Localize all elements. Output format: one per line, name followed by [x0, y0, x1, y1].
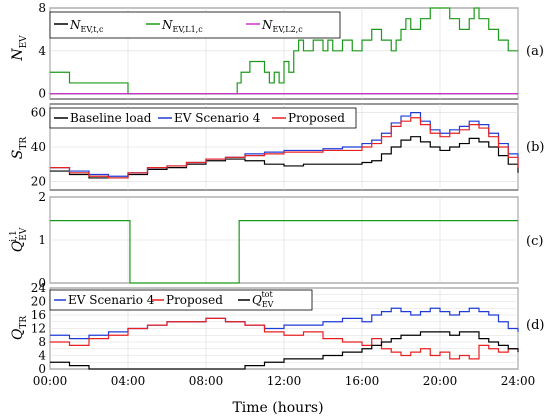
y-tick-label: 24: [31, 281, 47, 295]
series-line-proposed: [50, 317, 518, 360]
y-tick-label: 0: [38, 362, 46, 376]
panel-label-a: (a): [526, 44, 544, 59]
x-tick-label: 16:00: [345, 374, 380, 388]
y-tick-label: 2: [38, 190, 46, 204]
svg-text:NEV,t,c: NEV,t,c: [69, 18, 104, 34]
svg-text:Proposed: Proposed: [288, 111, 345, 125]
svg-text:QEVtot: QEVtot: [252, 290, 274, 309]
series-line-proposed: [50, 117, 519, 179]
y-tick-label: 4: [38, 44, 46, 58]
x-tick-label: 00:00: [33, 374, 68, 388]
ylabel-d: QTR: [10, 316, 29, 340]
ylabel-c: QEVi,1: [9, 227, 29, 252]
legend-a: NEV,t,c NEV,L1,c NEV,L2,c: [49, 11, 341, 39]
legend-b: Baseline load EV Scenario 4 Proposed: [49, 107, 357, 129]
svg-text:STR: STR: [10, 137, 29, 160]
series-line-q-ev-tot: [50, 331, 519, 370]
x-tick-label: 04:00: [111, 374, 146, 388]
legend-d: EV Scenario 4 Proposed QEVtot: [49, 289, 313, 311]
x-tick-label: 12:00: [267, 374, 302, 388]
y-tick-label: 0: [38, 276, 46, 290]
svg-text:Baseline load: Baseline load: [70, 111, 152, 125]
series-line-n-ev-l1-c: [50, 7, 518, 95]
svg-text:Proposed: Proposed: [166, 293, 223, 307]
x-tick-label: 20:00: [423, 374, 458, 388]
x-tick-label: 08:00: [189, 374, 224, 388]
svg-text:NEV: NEV: [10, 35, 29, 62]
svg-text:NEV,L1,c: NEV,L1,c: [161, 18, 203, 34]
series-line-q-ev: [50, 220, 518, 284]
ylabel-a: NEV: [10, 35, 29, 62]
y-tick-label: 16: [31, 308, 46, 322]
y-tick-label: 0: [38, 87, 46, 101]
y-tick-label: 60: [31, 106, 46, 120]
y-tick-label: 8: [38, 335, 46, 349]
panel-c: 0 1 2: [38, 190, 519, 290]
y-tick-label: 40: [31, 140, 46, 154]
y-tick-label: 20: [31, 174, 46, 188]
ylabel-b: STR: [10, 137, 29, 160]
y-tick-label: 1: [38, 233, 46, 247]
y-tick-label: 12: [31, 322, 46, 336]
panel-label-b: (b): [526, 140, 544, 155]
series-line-baseline-load: [50, 136, 519, 179]
panel-label-c: (c): [526, 234, 543, 249]
svg-text:EV Scenario 4: EV Scenario 4: [174, 111, 261, 125]
y-tick-label: 20: [31, 295, 46, 309]
x-tick-label: 24:00: [501, 374, 536, 388]
svg-text:QEVi,1: QEVi,1: [9, 227, 29, 252]
y-tick-label: 8: [38, 1, 46, 15]
svg-text:NEV,L2,c: NEV,L2,c: [261, 18, 303, 34]
panel-label-d: (d): [526, 318, 544, 333]
svg-text:EV Scenario 4: EV Scenario 4: [68, 293, 155, 307]
y-tick-label: 4: [38, 349, 46, 363]
svg-text:QTR: QTR: [10, 316, 29, 340]
x-axis-label: Time (hours): [232, 400, 323, 416]
